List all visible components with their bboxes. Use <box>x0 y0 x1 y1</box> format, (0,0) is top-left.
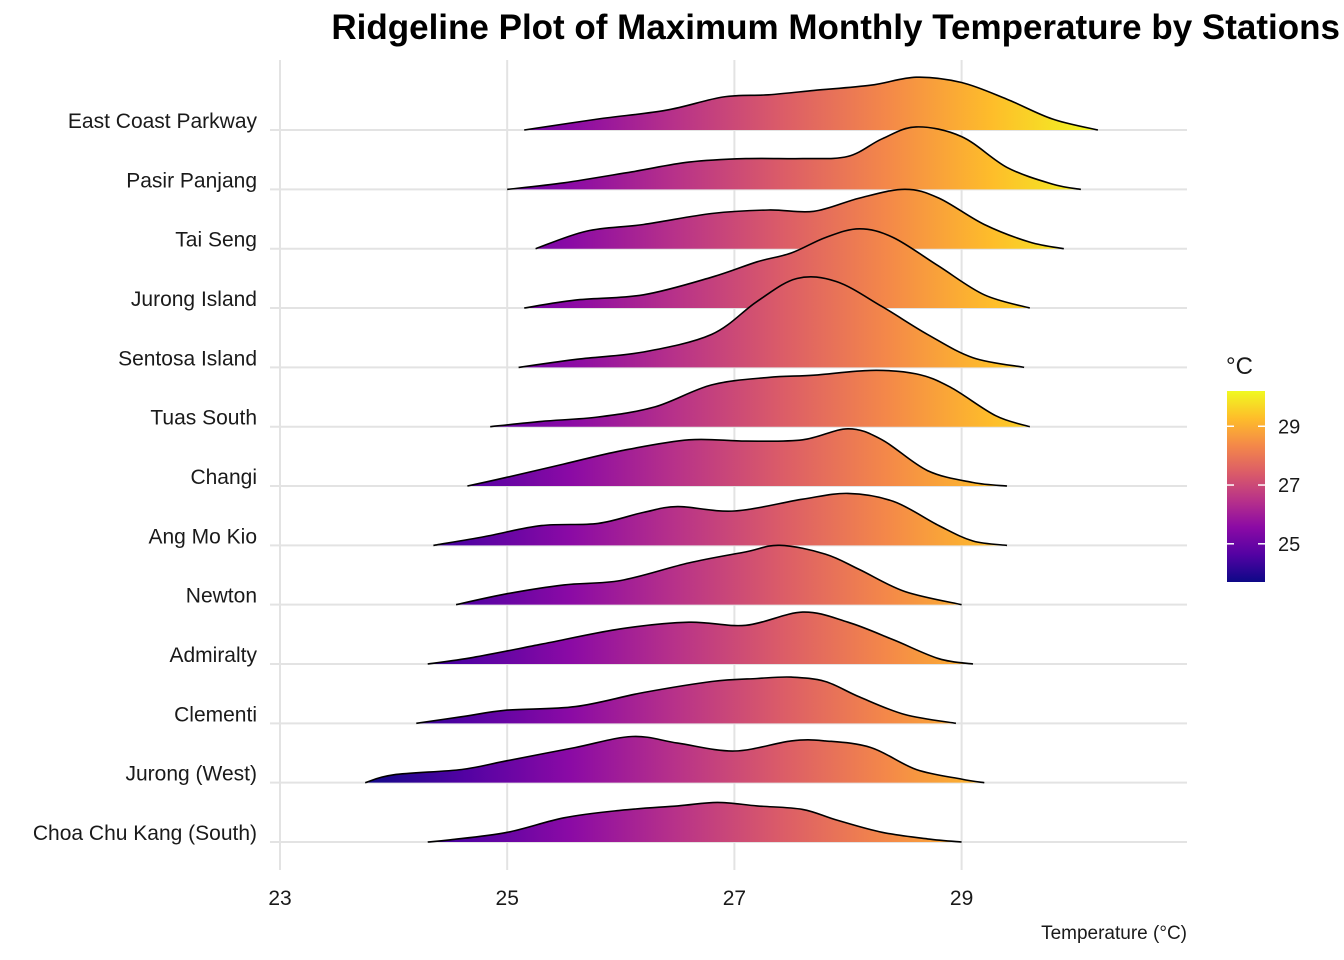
station-label: Ang Mo Kio <box>148 525 257 548</box>
legend-title: °C <box>1226 353 1253 380</box>
legend-tick-label: 29 <box>1278 416 1300 438</box>
ridge-east-coast-parkway <box>524 76 1099 131</box>
ridge-area <box>535 189 1064 249</box>
x-tick-label: 29 <box>950 887 973 910</box>
ridge-area <box>467 428 1007 487</box>
ridge-area <box>433 493 1007 546</box>
ridge-outline <box>364 735 985 784</box>
station-label: East Coast Parkway <box>68 110 258 133</box>
ridge-newton <box>455 544 962 606</box>
station-label: Newton <box>186 585 257 608</box>
station-label: Jurong (West) <box>126 763 258 786</box>
ridge-tuas-south <box>490 369 1031 428</box>
x-tick-label: 27 <box>723 887 746 910</box>
ridge-area <box>456 545 962 605</box>
ridge-area <box>427 612 973 665</box>
ridge-outline <box>518 275 1025 369</box>
x-axis-ticks: 23 25 27 29 <box>268 887 973 910</box>
x-tick-label: 25 <box>496 887 519 910</box>
ridge-jurong-west <box>364 735 985 784</box>
ridge-sentosa-island <box>518 275 1025 369</box>
ridge-changi <box>467 427 1008 487</box>
legend-tick-label: 27 <box>1278 475 1300 497</box>
ridge-area <box>507 126 1081 190</box>
ridge-outline <box>416 676 957 725</box>
x-tick-label: 23 <box>268 887 291 910</box>
ridge-jurong-island <box>524 227 1031 309</box>
legend-colorbar <box>1227 391 1265 582</box>
legend-ticks: 25 27 29 <box>1227 416 1300 556</box>
ridge-outline <box>524 76 1099 131</box>
ridge-outline <box>427 611 974 665</box>
ridge-clementi <box>416 676 957 725</box>
ridge-outline <box>427 801 962 843</box>
chart-title: Ridgeline Plot of Maximum Monthly Temper… <box>331 8 1340 47</box>
ridge-pasir-panjang <box>507 126 1082 191</box>
ridge-admiralty <box>427 611 974 665</box>
station-label: Changi <box>190 466 257 489</box>
ridge-area <box>524 228 1030 309</box>
legend-tick-label: 25 <box>1278 534 1300 556</box>
ridge-area <box>490 370 1030 427</box>
station-label: Clementi <box>174 703 257 726</box>
ridge-outline <box>507 126 1082 191</box>
ridges <box>364 76 1099 843</box>
ridge-outline <box>455 544 962 606</box>
ridge-tai-seng <box>535 188 1064 250</box>
ridge-outline <box>535 188 1064 250</box>
station-label: Admiralty <box>169 644 257 667</box>
ridge-area <box>416 676 956 724</box>
station-label: Tuas South <box>150 407 257 430</box>
station-label: Choa Chu Kang (South) <box>33 822 257 845</box>
ridge-area <box>365 736 985 783</box>
x-axis-title: Temperature (°C) <box>1041 923 1187 944</box>
station-label: Tai Seng <box>175 229 257 252</box>
y-axis-labels: Choa Chu Kang (South) Jurong (West) Clemen… <box>33 110 258 845</box>
ridge-choa-chu-kang-south <box>427 801 962 843</box>
ridge-area <box>518 276 1025 368</box>
station-label: Sentosa Island <box>118 347 257 370</box>
ridge-area <box>524 77 1098 131</box>
station-label: Pasir Panjang <box>126 169 257 192</box>
ridge-outline <box>490 369 1031 428</box>
ridge-outline <box>524 227 1031 309</box>
ridge-ang-mo-kio <box>433 492 1008 547</box>
color-legend: °C 25 27 29 <box>1226 353 1300 582</box>
ridge-area <box>427 802 962 842</box>
station-label: Jurong Island <box>131 288 257 311</box>
ridge-outline <box>467 427 1008 487</box>
ridge-outline <box>433 492 1008 547</box>
